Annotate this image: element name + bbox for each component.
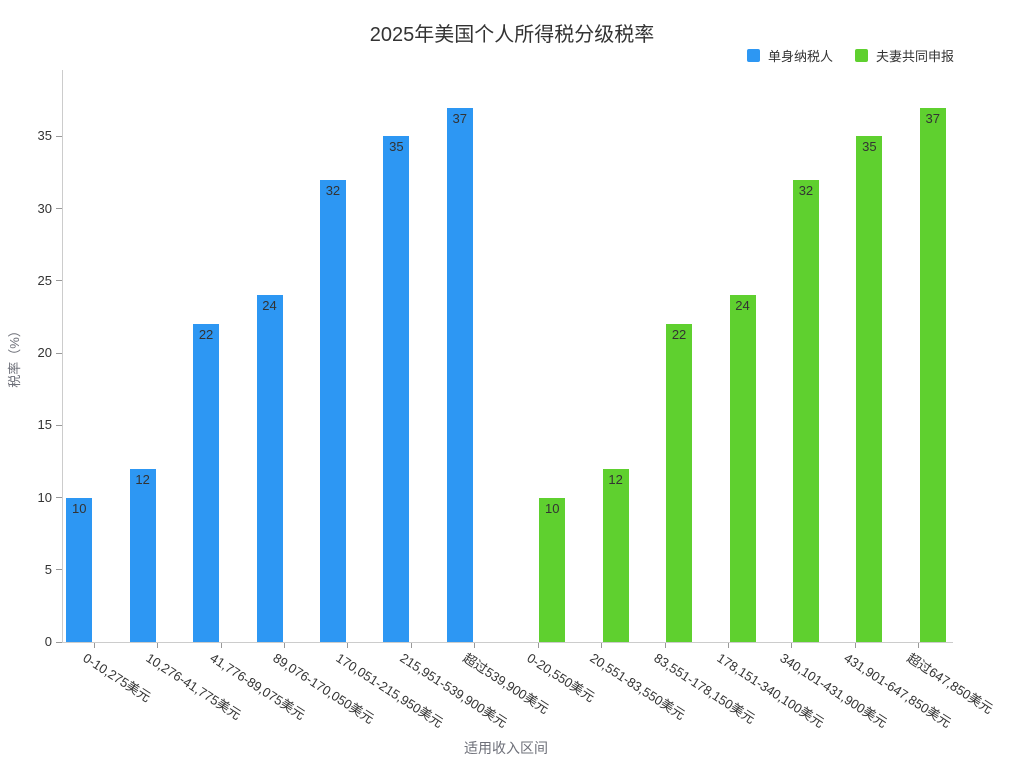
x-tick-mark	[284, 643, 285, 648]
x-axis-title: 适用收入区间	[464, 740, 548, 756]
y-tick-label: 30	[37, 200, 52, 216]
x-tick-label: 0-10,275美元	[80, 650, 154, 705]
y-tick-label: 5	[44, 561, 52, 577]
bar-value-label: 12	[135, 471, 150, 487]
x-tick-label: 178,151-340,100美元	[714, 650, 827, 731]
bar[interactable]: 10	[66, 497, 93, 642]
bar-value-label: 10	[71, 500, 87, 516]
legend-item-married[interactable]: 夫妻共同申报	[854, 46, 954, 65]
bar-value-label: 37	[925, 110, 941, 126]
bar[interactable]: 24	[729, 295, 756, 642]
bar-value-label: 32	[325, 182, 341, 198]
y-axis-title: 税率（%）	[7, 324, 22, 388]
x-tick-mark	[728, 643, 729, 648]
bar[interactable]: 37	[919, 107, 946, 642]
bar[interactable]: 22	[193, 324, 220, 642]
bar[interactable]: 32	[792, 179, 819, 642]
y-tick-label: 15	[37, 417, 52, 433]
y-tick-mark	[56, 208, 62, 210]
y-axis-line	[62, 70, 63, 643]
bar[interactable]: 10	[539, 497, 566, 642]
y-tick-label: 25	[37, 272, 52, 288]
x-tick-mark	[93, 643, 95, 648]
y-tick-label: 35	[37, 128, 52, 144]
bar-value-label: 10	[544, 500, 560, 516]
legend-item-label: 夫妻共同申报	[875, 49, 954, 64]
x-tick-mark	[918, 643, 920, 648]
x-tick-label: 215,951-539,900美元	[397, 650, 510, 731]
bar-value-label: 37	[452, 110, 468, 126]
chart-legend: 单身纳税人 夫妻共同申报	[746, 46, 954, 65]
bar-value-label: 35	[862, 139, 877, 155]
x-tick-mark	[791, 643, 793, 648]
chart-title: 2025年美国个人所得税分级税率	[369, 24, 655, 46]
x-tick-label: 431,901-647,850美元	[841, 650, 954, 731]
bar-value-label: 22	[671, 327, 687, 343]
x-tick-mark	[157, 643, 159, 648]
bar-value-label: 12	[608, 471, 623, 487]
legend-item-single[interactable]: 单身纳税人	[746, 46, 833, 65]
bar[interactable]: 32	[319, 179, 346, 642]
x-tick-label: 340,101-431,900美元	[777, 650, 891, 731]
bar[interactable]: 12	[129, 468, 156, 642]
bar[interactable]: 22	[666, 324, 693, 642]
y-tick-label: 20	[37, 345, 52, 361]
y-tick-label: 10	[37, 489, 52, 505]
x-tick-label: 170,051-215,950美元	[333, 650, 447, 731]
x-tick-mark	[474, 643, 476, 648]
bar-value-label: 24	[735, 298, 750, 314]
bar-value-label: 24	[262, 298, 277, 314]
bar-value-label: 35	[389, 139, 404, 155]
x-tick-mark	[537, 643, 539, 648]
y-tick-mark	[56, 641, 62, 643]
legend-color-swatch-icon	[854, 49, 868, 62]
x-tick-mark	[220, 643, 222, 648]
bar[interactable]: 35	[856, 136, 883, 642]
x-tick-mark	[601, 643, 603, 648]
y-tick-label: 0	[44, 634, 52, 649]
bar-value-label: 22	[198, 327, 214, 343]
x-tick-mark	[664, 643, 666, 648]
bar[interactable]: 12	[602, 468, 629, 642]
y-tick-mark	[56, 280, 62, 282]
x-axis-line	[62, 642, 953, 643]
y-tick-mark	[56, 497, 62, 499]
legend-item-label: 单身纳税人	[767, 49, 833, 64]
y-tick-mark	[56, 135, 62, 137]
x-tick-mark	[854, 643, 856, 648]
bar[interactable]: 35	[383, 136, 410, 642]
y-tick-mark	[56, 352, 62, 354]
x-tick-mark	[410, 643, 412, 648]
y-tick-mark	[56, 569, 62, 571]
y-tick-mark	[56, 424, 62, 426]
legend-color-swatch-icon	[746, 49, 760, 62]
bar[interactable]: 37	[446, 107, 473, 642]
bar[interactable]: 24	[256, 295, 283, 642]
x-tick-mark	[347, 643, 349, 648]
bar-value-label: 32	[798, 182, 814, 198]
